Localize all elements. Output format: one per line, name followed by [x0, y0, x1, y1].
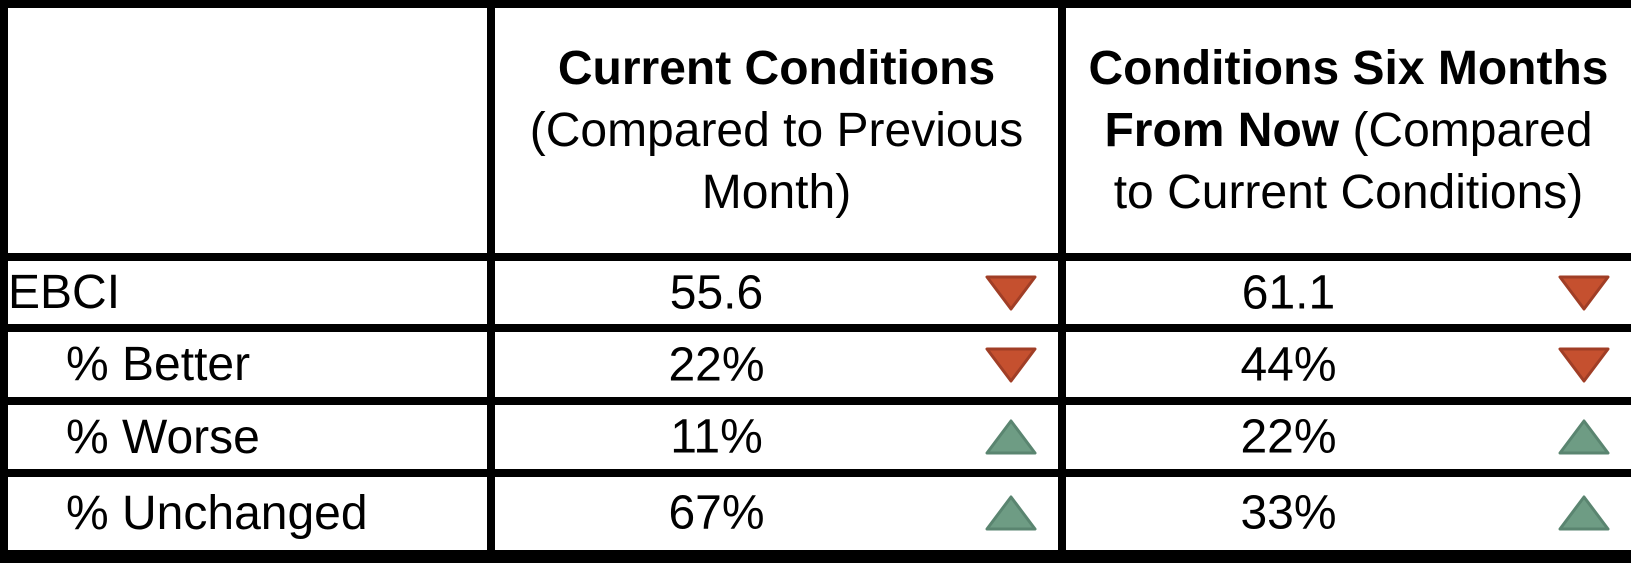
value-text: 22% — [668, 338, 765, 391]
row-label-ebci: EBCI — [0, 253, 495, 332]
header-six-months: Conditions Six Months From Now (Compared… — [1058, 0, 1631, 261]
table-row-better: % Better 22% 44% — [0, 324, 1631, 405]
value-text: 55.6 — [669, 266, 764, 319]
value-text: 33% — [1240, 486, 1337, 540]
row-label-better: % Better — [0, 324, 495, 405]
trend-indicator-icon — [1557, 418, 1611, 456]
row-label-unchanged: % Unchanged — [0, 469, 495, 563]
header-line: to Current Conditions) — [1070, 162, 1627, 224]
header-normal-text: (Compared — [1339, 103, 1593, 157]
header-normal-text: Month) — [701, 165, 852, 219]
header-line: Conditions Six Months — [1070, 38, 1627, 100]
header-current-conditions: Current Conditions (Compared to Previous… — [487, 0, 1066, 261]
value-text: 22% — [1240, 410, 1337, 464]
trend-indicator-icon — [1557, 346, 1611, 384]
header-bold-text: Conditions Six Months — [1088, 41, 1609, 95]
header-bold-text: Current Conditions — [557, 41, 996, 95]
trend-indicator-icon — [1557, 494, 1611, 532]
cell-ebci-future: 61.1 — [1058, 253, 1631, 332]
cell-better-current: 22% — [487, 324, 1066, 405]
header-bold-text: From Now — [1104, 103, 1340, 157]
trend-indicator-icon — [984, 494, 1038, 532]
table-row-worse: % Worse 11% 22% — [0, 397, 1631, 477]
header-line: (Compared to Previous — [499, 100, 1054, 162]
table-row-ebci: EBCI 55.6 61.1 — [0, 253, 1631, 332]
trend-indicator-icon — [984, 418, 1038, 456]
value-text: 44% — [1240, 338, 1337, 391]
header-normal-text: to Current Conditions) — [1113, 165, 1584, 219]
value-text: 67% — [668, 486, 765, 540]
cell-better-future: 44% — [1058, 324, 1631, 405]
header-normal-text: (Compared to Previous — [529, 103, 1024, 157]
value-text: 11% — [670, 410, 763, 464]
trend-indicator-icon — [984, 346, 1038, 384]
trend-indicator-icon — [984, 274, 1038, 312]
cell-unchanged-current: 67% — [487, 469, 1066, 563]
header-line: Month) — [499, 162, 1054, 224]
value-text: 61.1 — [1241, 266, 1336, 319]
corner-cell — [0, 0, 495, 261]
cell-worse-current: 11% — [487, 397, 1066, 477]
cell-ebci-current: 55.6 — [487, 253, 1066, 332]
cell-unchanged-future: 33% — [1058, 469, 1631, 563]
trend-indicator-icon — [1557, 274, 1611, 312]
cell-worse-future: 22% — [1058, 397, 1631, 477]
table-row-unchanged: % Unchanged 67% 33% — [0, 469, 1631, 563]
row-label-worse: % Worse — [0, 397, 495, 477]
header-row: Current Conditions (Compared to Previous… — [0, 0, 1631, 261]
header-line: Current Conditions — [499, 38, 1054, 100]
header-line: From Now (Compared — [1070, 100, 1627, 162]
